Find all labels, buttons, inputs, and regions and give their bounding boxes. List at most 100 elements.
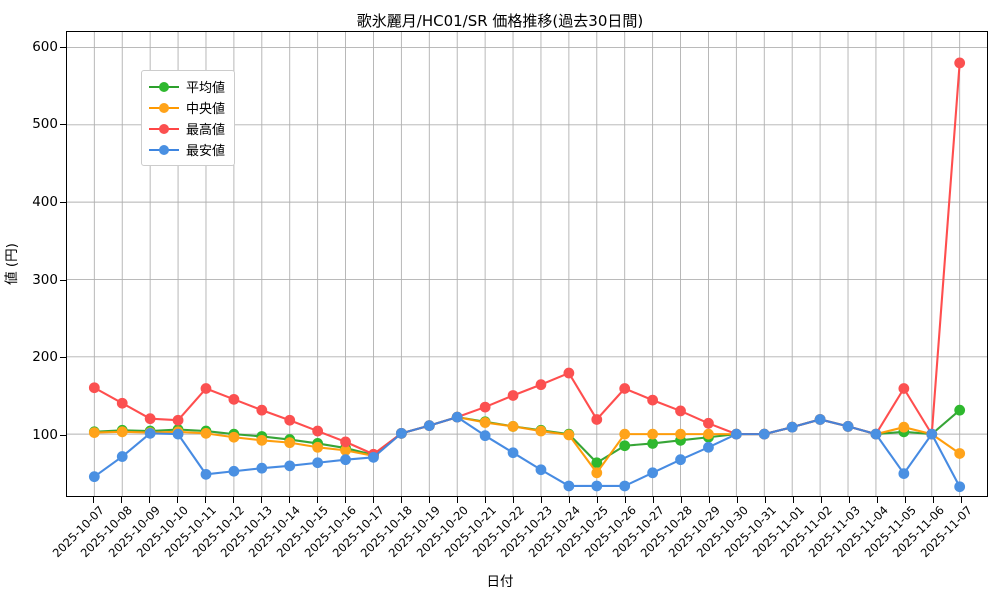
data-point <box>926 428 938 440</box>
legend-item-3[interactable]: 最高値 <box>149 118 225 139</box>
data-point <box>703 428 714 440</box>
y-tick-label: 300 <box>32 271 58 288</box>
data-point <box>898 421 910 433</box>
data-point <box>368 451 379 463</box>
data-point <box>228 465 240 477</box>
data-point <box>116 426 128 438</box>
series-lines <box>88 57 966 493</box>
x-tick-mark <box>317 497 319 503</box>
data-point <box>395 427 407 439</box>
x-tick-mark <box>708 497 710 503</box>
data-point <box>591 467 603 479</box>
y-tick-label-group: 100 200 300 400 500 600 <box>0 31 58 497</box>
data-point <box>898 383 910 394</box>
data-point <box>703 417 714 429</box>
legend-item-1[interactable]: 平均値 <box>149 76 225 97</box>
data-point <box>591 480 603 492</box>
data-point <box>200 427 212 439</box>
x-tick-mark <box>93 497 95 503</box>
x-tick-mark-group <box>66 497 988 503</box>
data-point <box>228 393 240 405</box>
data-point <box>591 457 603 469</box>
x-tick-mark <box>904 497 906 503</box>
data-point <box>842 421 854 432</box>
chart-legend[interactable]: 平均値 中央値 最高値最安値 <box>141 70 236 166</box>
data-point <box>88 427 100 438</box>
x-tick-mark <box>205 497 207 503</box>
data-point <box>284 414 296 426</box>
data-point <box>898 468 910 479</box>
data-point <box>675 428 686 440</box>
y-tick-mark <box>60 357 66 359</box>
data-point <box>228 431 240 443</box>
x-tick-label-group: 2025-10-07 2025-10-08 2025-10-09 2025-10-10… <box>50 503 988 573</box>
legend-item-4[interactable]: 最安値 <box>149 139 225 160</box>
data-point <box>619 383 631 394</box>
y-tick-mark <box>60 124 66 126</box>
y-tick-mark-group <box>60 31 66 497</box>
data-point <box>619 428 631 440</box>
data-point <box>172 428 184 440</box>
data-point <box>172 414 184 426</box>
data-point <box>870 428 882 440</box>
y-tick-label: 100 <box>32 426 58 443</box>
x-tick-mark <box>848 497 850 503</box>
data-point <box>88 471 100 483</box>
data-point <box>284 460 296 472</box>
plot-area: 平均値 中央値 最高値最安値 <box>66 31 988 497</box>
legend-marker-icon <box>149 122 179 136</box>
legend-item-2[interactable]: 中央値 <box>149 97 225 118</box>
x-tick-mark <box>289 497 291 503</box>
data-point <box>954 448 966 459</box>
y-tick-mark <box>60 279 66 281</box>
x-tick-mark <box>932 497 934 503</box>
data-point <box>703 441 714 453</box>
data-point <box>563 480 575 492</box>
series-4 <box>88 411 966 493</box>
x-tick-mark <box>624 497 626 503</box>
x-axis-label: 日付 <box>486 574 514 590</box>
data-point <box>647 438 659 449</box>
data-point <box>507 421 519 432</box>
x-tick-mark <box>177 497 179 503</box>
data-point <box>563 429 575 441</box>
data-point <box>256 434 268 446</box>
data-point <box>954 57 966 69</box>
data-point <box>88 382 100 394</box>
data-point <box>563 367 575 379</box>
data-point <box>312 425 324 437</box>
x-tick-mark <box>233 497 235 503</box>
data-point <box>340 454 351 466</box>
x-tick-mark <box>513 497 515 503</box>
x-tick-mark <box>960 497 962 503</box>
x-tick-mark <box>149 497 151 503</box>
legend-item-label: 最安値 <box>186 144 226 159</box>
data-point <box>144 427 156 439</box>
data-point <box>116 397 128 409</box>
data-point <box>507 390 519 401</box>
x-tick-mark <box>820 497 822 503</box>
data-point <box>535 425 547 437</box>
x-tick-mark <box>457 497 459 503</box>
data-point <box>730 428 742 440</box>
x-tick-mark <box>764 497 766 503</box>
data-point <box>423 420 435 432</box>
data-point <box>256 462 268 474</box>
x-tick-mark <box>876 497 878 503</box>
x-tick-mark <box>401 497 403 503</box>
x-tick-mark <box>261 497 263 503</box>
x-tick-mark <box>485 497 487 503</box>
data-point <box>507 447 519 459</box>
x-tick-mark <box>568 497 571 503</box>
series-2 <box>88 411 966 479</box>
data-point <box>786 421 798 433</box>
data-point <box>647 428 659 440</box>
x-tick-mark <box>680 497 682 503</box>
data-point <box>591 414 603 425</box>
x-tick-mark <box>345 497 347 503</box>
x-tick-mark <box>429 497 431 503</box>
x-tick-mark <box>736 497 738 503</box>
legend-item-label: 平均値 <box>186 81 226 96</box>
data-point <box>954 404 966 416</box>
y-tick-label: 500 <box>32 116 58 133</box>
